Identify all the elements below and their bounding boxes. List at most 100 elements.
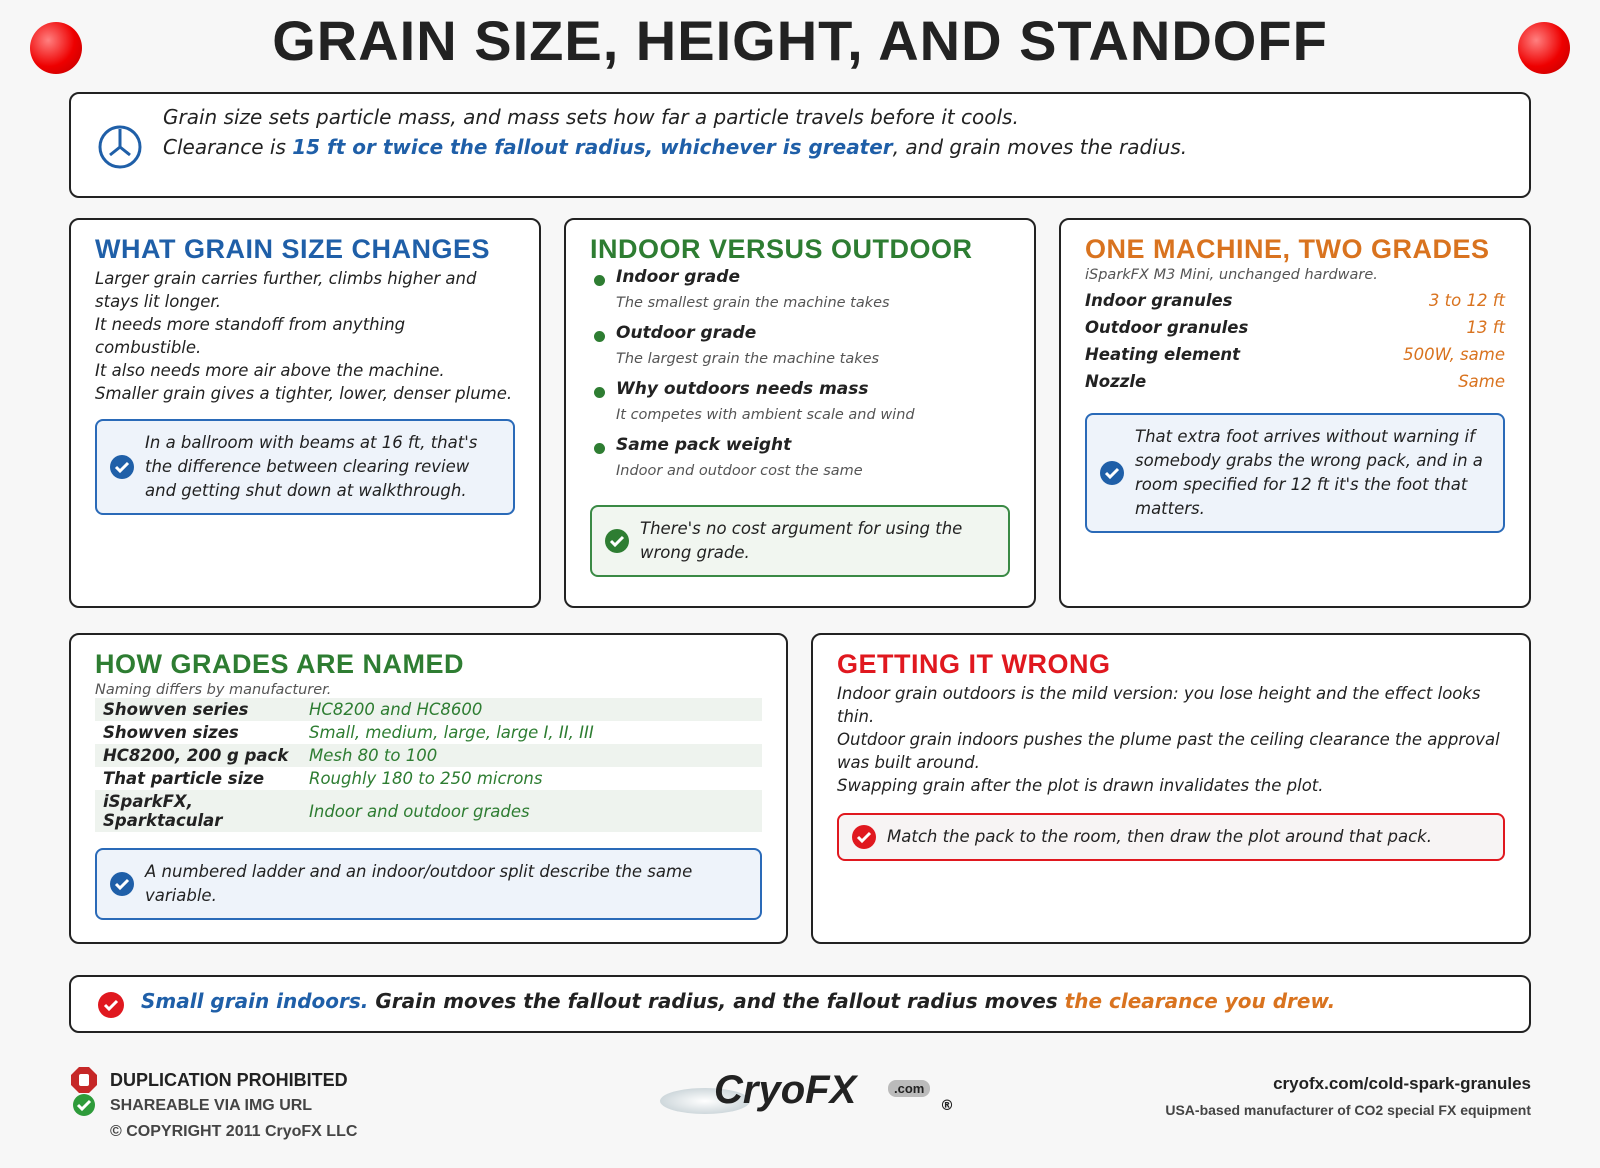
banner: Small grain indoors. Grain moves the fal… (69, 975, 1531, 1033)
row-value: Mesh 80 to 100 (309, 746, 438, 765)
stop-icon (71, 1067, 97, 1093)
check-icon (605, 529, 629, 553)
bullet (594, 331, 605, 342)
row-label: Nozzle (1085, 372, 1147, 391)
bullet (594, 275, 605, 286)
note-text: That extra foot arrives without warning … (1135, 427, 1483, 518)
list-item: Indoor grade The smallest grain the machi… (590, 267, 1010, 323)
row-label: Showven series (103, 700, 249, 719)
note-text: A numbered ladder and an indoor/outdoor … (145, 862, 693, 905)
note: In a ballroom with beams at 16 ft, that'… (95, 419, 515, 515)
item-detail: It competes with ambient scale and wind (616, 407, 915, 423)
table-row: HC8200, 200 g pack Mesh 80 to 100 (95, 744, 762, 767)
banner-end: the clearance you drew. (1064, 989, 1336, 1013)
panel-title: HOW GRADES ARE NAMED (95, 649, 465, 679)
row-label: Indoor granules (1085, 291, 1233, 310)
row-label: Outdoor granules (1085, 318, 1249, 337)
row-label: Showven sizes (103, 723, 239, 742)
paragraph: Swapping grain after the plot is drawn i… (837, 776, 1324, 795)
row-value: Small, medium, large, large I, II, III (309, 723, 594, 742)
row-label: That particle size (103, 769, 265, 788)
item-label: Outdoor grade (616, 323, 757, 343)
row-value: 500W, same (1403, 345, 1505, 364)
panel-title: ONE MACHINE, TWO GRADES (1085, 234, 1490, 264)
panel: WHAT GRAIN SIZE CHANGES Larger grain car… (69, 218, 541, 608)
red-dot (30, 22, 82, 74)
logo-text: CryoFX (714, 1068, 857, 1112)
item-label: Why outdoors needs mass (616, 379, 869, 399)
notice: © COPYRIGHT 2011 CryoFX LLC (110, 1123, 358, 1140)
row-label: iSparkFX, Sparktacular (103, 792, 223, 830)
logo-smoke (660, 1088, 750, 1114)
panel: INDOOR VERSUS OUTDOOR Indoor grade The sm… (564, 218, 1036, 608)
notice: DUPLICATION PROHIBITED (110, 1070, 348, 1090)
bullet (594, 387, 605, 398)
table-row: Outdoor granules 13 ft (1085, 314, 1505, 341)
bullet (594, 443, 605, 454)
check-icon (110, 872, 134, 896)
banner-highlight: Small grain indoors. (141, 989, 369, 1013)
panel: GETTING IT WRONG Indoor grain outdoors i… (811, 633, 1531, 944)
row-value: Roughly 180 to 250 microns (309, 769, 543, 788)
paragraph: It needs more standoff from anything com… (95, 315, 406, 357)
row-label: HC8200, 200 g pack (103, 746, 289, 765)
item-label: Same pack weight (616, 435, 792, 455)
note: There's no cost argument for using the w… (590, 505, 1010, 577)
paragraph: Outdoor grain indoors pushes the plume p… (837, 730, 1500, 772)
check-icon (852, 825, 876, 849)
row-value: HC8200 and HC8600 (309, 700, 483, 719)
paragraph: Larger grain carries further, climbs hig… (95, 269, 477, 311)
intro-highlight: 15 ft or twice the fallout radius, which… (292, 135, 893, 159)
list-item: Why outdoors needs mass It competes with … (590, 379, 1010, 435)
panel: HOW GRADES ARE NAMED Naming differs by m… (69, 633, 788, 944)
paragraph: It also needs more air above the machine… (95, 361, 445, 380)
row-value: Indoor and outdoor grades (309, 801, 530, 821)
item-label: Indoor grade (616, 267, 740, 287)
check-icon (1100, 461, 1124, 485)
intro-text: , and grain moves the radius. (892, 135, 1188, 159)
note: Match the pack to the room, then draw th… (837, 813, 1505, 861)
notices: DUPLICATION PROHIBITED SHAREABLE VIA IMG… (70, 1067, 358, 1141)
page-title: GRAIN SIZE, HEIGHT, AND STANDOFF (272, 9, 1328, 72)
table-row: Showven series HC8200 and HC8600 (95, 698, 762, 721)
table-row: Showven sizes Small, medium, large, large… (95, 721, 762, 744)
logo-suffix: .com (888, 1080, 931, 1097)
paragraph: Smaller grain gives a tighter, lower, de… (95, 384, 513, 403)
panel: ONE MACHINE, TWO GRADES iSparkFX M3 Mini… (1059, 218, 1531, 608)
table-row: Nozzle Same (1085, 368, 1505, 395)
red-dot (1518, 22, 1570, 74)
note: A numbered ladder and an indoor/outdoor … (95, 848, 762, 920)
panel-subtitle: Naming differs by manufacturer. (95, 682, 332, 698)
footer-url: cryofx.com/cold-spark-granules (1273, 1074, 1531, 1093)
note-text: Match the pack to the room, then draw th… (887, 827, 1432, 846)
row-label: Heating element (1085, 345, 1241, 364)
row-value: 3 to 12 ft (1428, 291, 1505, 310)
check-icon (98, 992, 124, 1018)
footer-tagline: USA-based manufacturer of CO2 special FX… (1165, 1102, 1531, 1118)
clock-icon (98, 125, 142, 169)
table-row: Heating element 500W, same (1085, 341, 1505, 368)
item-detail: Indoor and outdoor cost the same (616, 463, 863, 479)
table-row: That particle size Roughly 180 to 250 mic… (95, 767, 762, 790)
intro-box: Grain size sets particle mass, and mass … (69, 92, 1531, 198)
panel-title: WHAT GRAIN SIZE CHANGES (95, 234, 490, 264)
note-text: In a ballroom with beams at 16 ft, that'… (145, 433, 478, 500)
panel-title: GETTING IT WRONG (837, 649, 1111, 679)
panel-subtitle: iSparkFX M3 Mini, unchanged hardware. (1085, 267, 1378, 283)
row-value: Same (1458, 372, 1505, 391)
list-item: Same pack weight Indoor and outdoor cost … (590, 435, 1010, 491)
panel-title: INDOOR VERSUS OUTDOOR (590, 234, 973, 264)
intro-line: Grain size sets particle mass, and mass … (163, 105, 1019, 129)
note-text: There's no cost argument for using the w… (640, 519, 963, 562)
paragraph: Indoor grain outdoors is the mild versio… (837, 684, 1481, 726)
item-detail: The smallest grain the machine takes (616, 295, 890, 311)
row-value: 13 ft (1466, 318, 1505, 337)
note: That extra foot arrives without warning … (1085, 413, 1505, 533)
check-icon (110, 455, 134, 479)
logo: CryoFX .com ® (660, 1058, 960, 1148)
footer-right: cryofx.com/cold-spark-granules USA-based… (1165, 1074, 1531, 1118)
logo-mark: ® (940, 1098, 954, 1114)
list-item: Outdoor grade The largest grain the machi… (590, 323, 1010, 379)
table-row: iSparkFX, Sparktacular Indoor and outdoor… (95, 790, 762, 832)
